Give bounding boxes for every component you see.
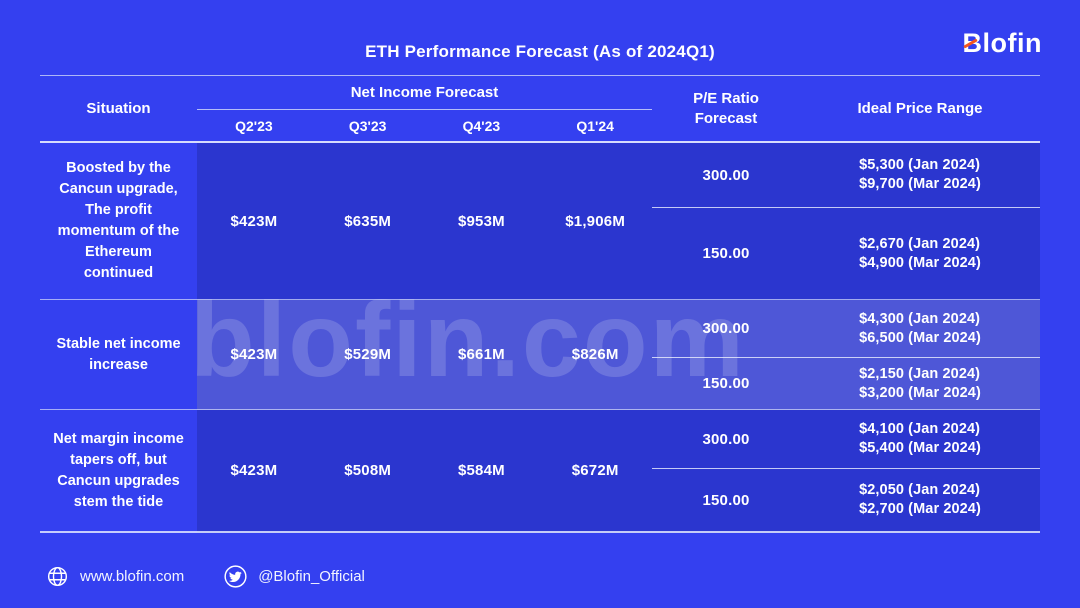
footer-website: www.blofin.com <box>46 565 184 588</box>
situation-cell: Stable net income increase <box>40 300 197 409</box>
situation-header: Situation <box>86 100 151 117</box>
pe-ratio-cell: 150.00 <box>702 245 750 262</box>
net-income-cell: $423M <box>230 346 278 363</box>
twitter-icon <box>224 564 247 588</box>
situation-text: Boosted by the Cancun upgrade, The profi… <box>57 160 180 281</box>
scenario-row: 300.00 $4,100 (Jan 2024) $5,400 (Mar 202… <box>652 410 1040 469</box>
price-range-cell: $4,300 (Jan 2024) $6,500 (Mar 2024) <box>800 300 1040 357</box>
table-row: Net margin income tapers off, but Cancun… <box>40 410 1040 533</box>
net-income-group: Net Income Forecast Q2'23 Q3'23 Q4'23 Q1… <box>197 76 652 141</box>
price-range-cell: $2,670 (Jan 2024) $4,900 (Mar 2024) <box>800 208 1040 299</box>
net-income-cell: $423M <box>230 212 278 230</box>
pe-ratio-cell: 150.00 <box>702 375 750 392</box>
situation-text: Stable net income increase <box>56 335 181 373</box>
net-income-cell: $423M <box>230 462 278 479</box>
net-income-cell: $672M <box>571 462 619 479</box>
table-row: Boosted by the Cancun upgrade, The profi… <box>40 143 1040 300</box>
price-range-cell: $2,050 (Jan 2024) $2,700 (Mar 2024) <box>800 469 1040 531</box>
situation-cell: Boosted by the Cancun upgrade, The profi… <box>40 143 197 299</box>
scenario-row: 150.00 $2,050 (Jan 2024) $2,700 (Mar 202… <box>652 469 1040 531</box>
price-range-header: Ideal Price Range <box>857 100 983 117</box>
net-income-cell: $508M <box>344 462 392 479</box>
situation-text: Net margin income tapers off, but Cancun… <box>53 430 184 510</box>
quarter-header: Q4'23 <box>462 117 501 134</box>
globe-icon <box>47 566 68 586</box>
net-income-cell: $826M <box>571 346 619 363</box>
situation-cell: Net margin income tapers off, but Cancun… <box>40 410 197 531</box>
quarter-header: Q3'23 <box>348 117 387 134</box>
price-line: $4,300 (Jan 2024) <box>859 310 981 327</box>
table-body: Boosted by the Cancun upgrade, The profi… <box>40 143 1040 533</box>
price-range-cell: $4,100 (Jan 2024) $5,400 (Mar 2024) <box>800 410 1040 468</box>
pe-ratio-header-label: P/E Ratio Forecast <box>693 89 759 127</box>
table-header: Situation Net Income Forecast Q2'23 Q3'2… <box>40 75 1040 143</box>
net-income-cell: $953M <box>457 212 505 230</box>
net-income-cell: $529M <box>344 346 392 363</box>
scenario-block: 300.00 $5,300 (Jan 2024) $9,700 (Mar 202… <box>652 143 1040 299</box>
scenario-row: 150.00 $2,670 (Jan 2024) $4,900 (Mar 202… <box>652 208 1040 299</box>
scenario-block: 300.00 $4,100 (Jan 2024) $5,400 (Mar 202… <box>652 410 1040 531</box>
price-line: $2,050 (Jan 2024) <box>859 482 981 498</box>
scenario-row: 300.00 $4,300 (Jan 2024) $6,500 (Mar 202… <box>652 300 1040 358</box>
table-row: Stable net income increase $423M $529M $… <box>40 300 1040 410</box>
quarter-header: Q1'24 <box>576 117 614 134</box>
blofin-logo-text: Blofin <box>962 28 1042 58</box>
scenario-row: 150.00 $2,150 (Jan 2024) $3,200 (Mar 202… <box>652 358 1040 409</box>
price-line: $9,700 (Mar 2024) <box>859 176 981 192</box>
net-income-cell: $661M <box>457 346 505 363</box>
price-line: $4,900 (Mar 2024) <box>859 254 981 271</box>
net-income-cells: $423M $635M $953M $1,906M <box>197 143 652 299</box>
row-highlight-band <box>197 300 1040 410</box>
website-text: www.blofin.com <box>80 567 185 585</box>
net-income-cells: $423M $508M $584M $672M <box>197 410 652 531</box>
quarter-header-row: Q2'23 Q3'23 Q4'23 Q1'24 <box>197 110 652 141</box>
price-line: $5,300 (Jan 2024) <box>859 157 981 173</box>
quarter-header: Q2'23 <box>235 117 273 134</box>
pe-ratio-header: P/E Ratio Forecast <box>652 76 800 141</box>
forecast-table: blofin.com Situation Net Income Forecast… <box>40 75 1040 533</box>
pe-ratio-cell: 300.00 <box>702 320 750 337</box>
blofin-logo: Blofin <box>963 28 1042 59</box>
price-line: $5,400 (Mar 2024) <box>859 440 981 456</box>
pe-ratio-cell: 300.00 <box>702 166 750 184</box>
net-income-cells: $423M $529M $661M $826M <box>197 300 652 409</box>
net-income-group-header: Net Income Forecast <box>197 76 652 110</box>
price-range-cell: $2,150 (Jan 2024) $3,200 (Mar 2024) <box>800 358 1040 409</box>
twitter-handle-text: @Blofin_Official <box>258 567 365 585</box>
page-title: ETH Performance Forecast (As of 2024Q1) <box>365 42 715 61</box>
pe-ratio-cell: 150.00 <box>702 491 750 509</box>
price-line: $4,100 (Jan 2024) <box>859 421 981 437</box>
price-line: $2,670 (Jan 2024) <box>859 235 981 252</box>
price-range-cell: $5,300 (Jan 2024) $9,700 (Mar 2024) <box>800 143 1040 207</box>
footer: www.blofin.com @Blofin_Official <box>46 560 365 592</box>
footer-twitter: @Blofin_Official <box>224 564 365 588</box>
price-line: $6,500 (Mar 2024) <box>859 329 981 346</box>
price-line: $2,700 (Mar 2024) <box>859 501 981 517</box>
scenario-block: 300.00 $4,300 (Jan 2024) $6,500 (Mar 202… <box>652 300 1040 409</box>
net-income-cell: $635M <box>344 212 392 230</box>
pe-ratio-cell: 300.00 <box>702 430 750 448</box>
price-line: $2,150 (Jan 2024) <box>859 365 981 382</box>
net-income-cell: $1,906M <box>565 212 626 230</box>
net-income-cell: $584M <box>457 462 505 479</box>
price-line: $3,200 (Mar 2024) <box>859 384 981 401</box>
scenario-row: 300.00 $5,300 (Jan 2024) $9,700 (Mar 202… <box>652 143 1040 208</box>
